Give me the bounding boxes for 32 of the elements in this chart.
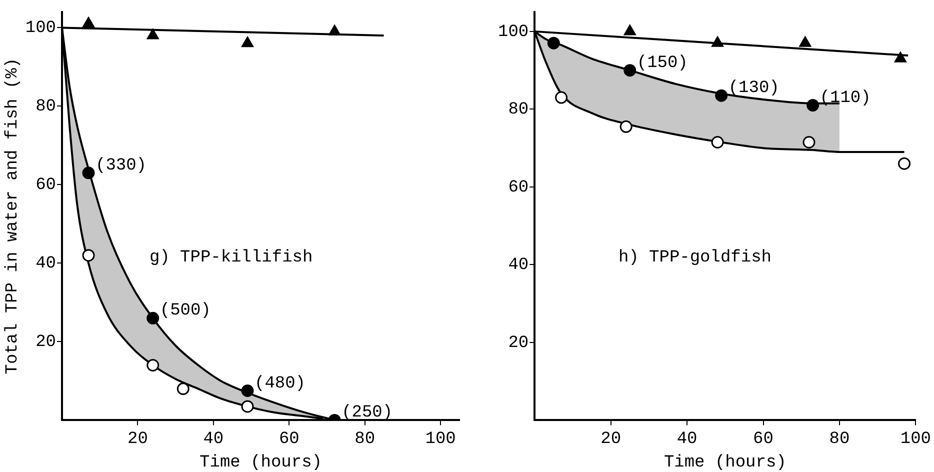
annotation: g) TPP-killifish [149,248,313,268]
annotation: h) TPP-goldfish [618,248,772,268]
annotation: (110) [820,88,871,108]
x-tick-label: 20 [128,430,148,449]
x-tick-label: 100 [900,430,931,449]
y-tick-label: 60 [508,178,529,198]
y-axis-title: Total TPP in water and fish (%) [4,58,23,374]
y-tick-label: 100 [25,19,56,38]
x-tick-label: 20 [600,430,622,449]
y-tick-label: 80 [508,100,529,120]
x-tick-label: 80 [829,430,850,449]
y-tick-label: 20 [508,334,529,353]
x-tick-label: 60 [753,430,774,449]
y-tick-label: 40 [36,254,56,274]
x-tick-label: 100 [425,430,456,449]
y-tick-label: 60 [36,176,56,196]
y-tick-label: 80 [36,98,56,117]
annotation: (480) [254,374,306,394]
x-tick-label: 80 [354,430,376,449]
x-tick-label: 40 [676,430,698,449]
x-tick-label: 40 [203,430,224,449]
x-tick-label: 60 [278,430,300,449]
annotation: (500) [160,302,211,321]
y-tick-label: 20 [36,333,56,352]
annotation: (150) [636,54,688,73]
annotation: (250) [342,404,393,423]
y-tick-label: 100 [498,22,529,42]
x-axis-title: Time (hours) [200,453,322,472]
annotation: (130) [728,79,780,98]
y-tick-label: 40 [508,256,529,276]
annotation: (330) [96,156,147,176]
x-axis-title: Time (hours) [664,453,786,472]
